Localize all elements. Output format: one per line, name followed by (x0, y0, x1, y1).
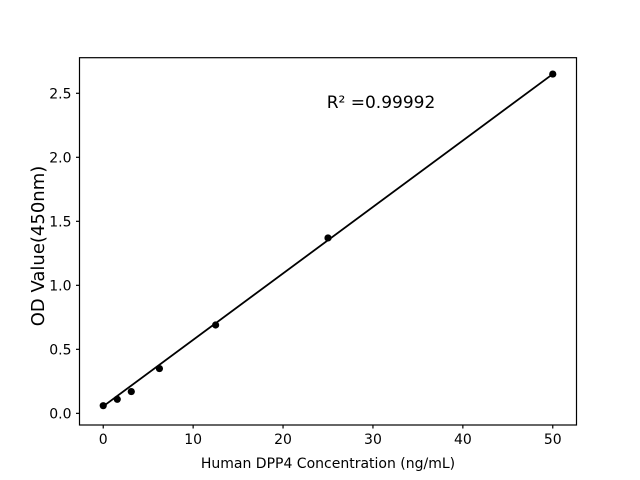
x-tick-label: 20 (274, 432, 292, 448)
x-tick-label: 40 (454, 432, 472, 448)
y-axis-label: OD Value(450nm) (28, 166, 49, 327)
data-point (113, 395, 121, 403)
x-tick-label: 50 (544, 432, 562, 448)
y-tick-label: 0.0 (49, 406, 71, 422)
x-tick-label: 10 (184, 432, 202, 448)
data-point (212, 321, 220, 329)
r-squared-annotation: R² =0.99992 (327, 93, 436, 113)
data-point (155, 364, 164, 373)
y-tick-label: 2.0 (49, 150, 71, 166)
axis-ticks: 0 10 20 30 40 50 0.0 0.5 1.0 1.5 2.0 2.5 (49, 86, 561, 448)
data-point (549, 70, 557, 78)
y-tick-label: 2.5 (49, 86, 71, 102)
y-tick-label: 1.5 (49, 214, 71, 230)
data-series (99, 70, 557, 410)
y-tick-label: 0.5 (49, 342, 71, 358)
data-point (127, 387, 135, 396)
x-tick-label: 0 (99, 432, 108, 448)
x-axis-label: Human DPP4 Concentration (ng/mL) (201, 456, 455, 472)
data-point (324, 234, 332, 242)
plot-area-border (78, 57, 578, 426)
data-point (99, 402, 107, 410)
y-tick-label: 1.0 (49, 278, 71, 294)
x-tick-label: 30 (364, 432, 382, 448)
